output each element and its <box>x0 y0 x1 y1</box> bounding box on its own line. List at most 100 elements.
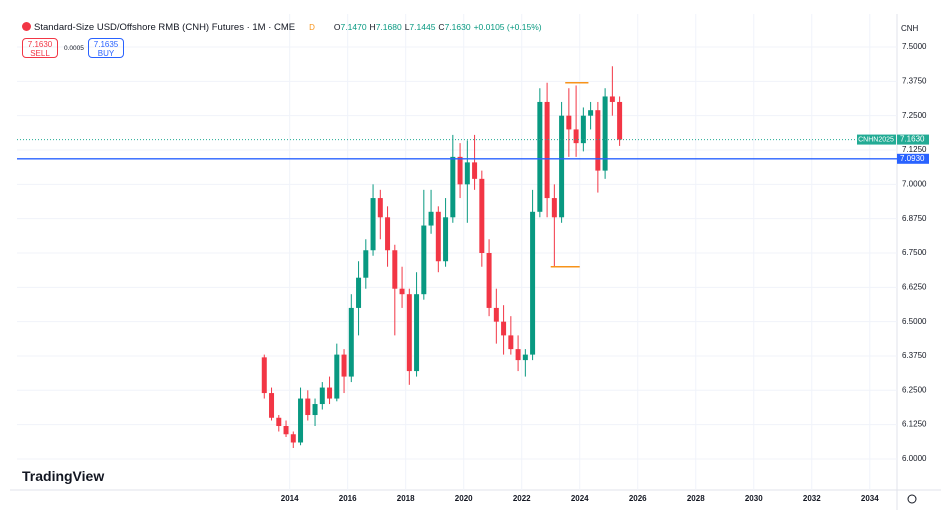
candle-body <box>370 198 376 251</box>
candle-body <box>312 404 318 416</box>
ohlc-label: H <box>369 22 376 32</box>
y-tick-label: 6.1250 <box>902 420 927 429</box>
candle-body <box>537 101 543 212</box>
branding: TradingView <box>22 468 105 484</box>
candle-body <box>377 198 383 218</box>
x-tick-label: 2024 <box>571 494 589 503</box>
candle-body <box>464 162 470 185</box>
x-tick-label: 2026 <box>629 494 647 503</box>
y-tick-label: 6.2500 <box>902 385 927 394</box>
candle-body <box>580 115 586 144</box>
x-tick-label: 2030 <box>745 494 763 503</box>
candle-body <box>406 294 412 372</box>
x-tick-label: 2034 <box>861 494 879 503</box>
y-tick-label: 6.8750 <box>902 214 927 223</box>
buy-price: 7.1635 <box>93 40 119 49</box>
x-tick-label: 2016 <box>339 494 357 503</box>
sell-label: SELL <box>30 49 50 58</box>
candle-body <box>399 288 405 295</box>
symbol-icon <box>22 22 31 31</box>
ohlc-value: 7.1445 <box>409 22 436 32</box>
x-tick-label: 2028 <box>687 494 705 503</box>
candle-body <box>283 426 289 435</box>
candle-body <box>551 198 557 218</box>
candle-body <box>305 398 311 416</box>
x-tick-label: 2022 <box>513 494 531 503</box>
buy-label: BUY <box>97 49 115 58</box>
sell-price: 7.1630 <box>27 40 53 49</box>
y-tick-label: 7.1250 <box>902 145 927 154</box>
candle-body <box>472 162 478 179</box>
candle-body <box>421 225 427 295</box>
candle-body <box>363 250 369 278</box>
candle-body <box>392 250 398 289</box>
candle-body <box>479 178 485 253</box>
candle-body <box>356 277 362 308</box>
candle-body <box>508 335 514 350</box>
y-tick-label: 6.5000 <box>902 317 927 326</box>
x-tick-label: 2018 <box>397 494 415 503</box>
interval-badge: D <box>309 23 315 32</box>
x-tick-label: 2020 <box>455 494 473 503</box>
header: Standard-Size USD/Offshore RMB (CNH) Fut… <box>22 22 542 33</box>
candle-body <box>486 252 492 308</box>
y-tick-label: 7.3750 <box>902 76 927 85</box>
line-label-bg <box>897 153 929 164</box>
candle-body <box>319 387 325 405</box>
ohlc-value: 7.1680 <box>375 22 402 32</box>
candle-body <box>385 217 391 251</box>
currency-selector[interactable]: CNH <box>901 24 919 33</box>
settings-icon[interactable] <box>907 494 917 504</box>
y-tick-label: 6.7500 <box>902 248 927 257</box>
candle-body <box>609 96 615 102</box>
candle-body <box>298 398 304 443</box>
ohlc-label: L <box>404 22 410 32</box>
candle-body <box>414 294 420 372</box>
y-tick-label: 6.3750 <box>902 351 927 360</box>
candle-body <box>588 110 594 116</box>
line-label: 7.0930 <box>900 154 925 163</box>
candle-body <box>334 354 340 399</box>
ohlc-change: +0.0105 (+0.15%) <box>473 22 542 32</box>
candle-body <box>559 115 565 218</box>
candle-body <box>501 321 507 336</box>
spread: 0.0005 <box>64 45 84 52</box>
ohlc-value: 7.1630 <box>444 22 471 32</box>
candle-body <box>435 211 441 262</box>
candle-body <box>276 417 282 427</box>
candle-body <box>530 211 536 355</box>
candle-body <box>450 156 456 218</box>
y-tick-label: 7.0000 <box>902 179 927 188</box>
ohlc-value: 7.1470 <box>340 22 367 32</box>
candle-body <box>269 393 275 418</box>
candle-body <box>261 357 267 394</box>
candle-body <box>327 387 333 399</box>
candle-body <box>493 307 499 322</box>
candle-body <box>544 101 550 199</box>
candle-body <box>573 129 579 144</box>
candle-body <box>522 354 528 361</box>
ohlc-label: O <box>333 22 341 32</box>
ohlc-label: C <box>438 22 445 32</box>
candle-body <box>457 156 463 185</box>
price-tag-name: CNHN2025 <box>858 136 894 143</box>
candle-body <box>443 217 449 262</box>
candle-body <box>602 96 608 171</box>
buy-button[interactable]: 7.1635 BUY <box>88 38 124 58</box>
y-tick-label: 6.0000 <box>902 454 927 463</box>
candle-body <box>348 307 354 377</box>
x-tick-label: 2032 <box>803 494 821 503</box>
x-tick-label: 2014 <box>281 494 299 503</box>
candle-body <box>617 101 623 140</box>
y-tick-label: 7.2500 <box>902 111 927 120</box>
candle-body <box>595 110 601 171</box>
candle-body <box>341 354 347 377</box>
sell-button[interactable]: 7.1630 SELL <box>22 38 58 58</box>
candle-body <box>290 434 296 443</box>
price-label-bg <box>897 134 929 145</box>
price-label: 7.1630 <box>900 135 925 144</box>
y-tick-label: 6.6250 <box>902 282 927 291</box>
symbol-title[interactable]: Standard-Size USD/Offshore RMB (CNH) Fut… <box>34 22 296 33</box>
y-tick-label: 7.5000 <box>902 42 927 51</box>
